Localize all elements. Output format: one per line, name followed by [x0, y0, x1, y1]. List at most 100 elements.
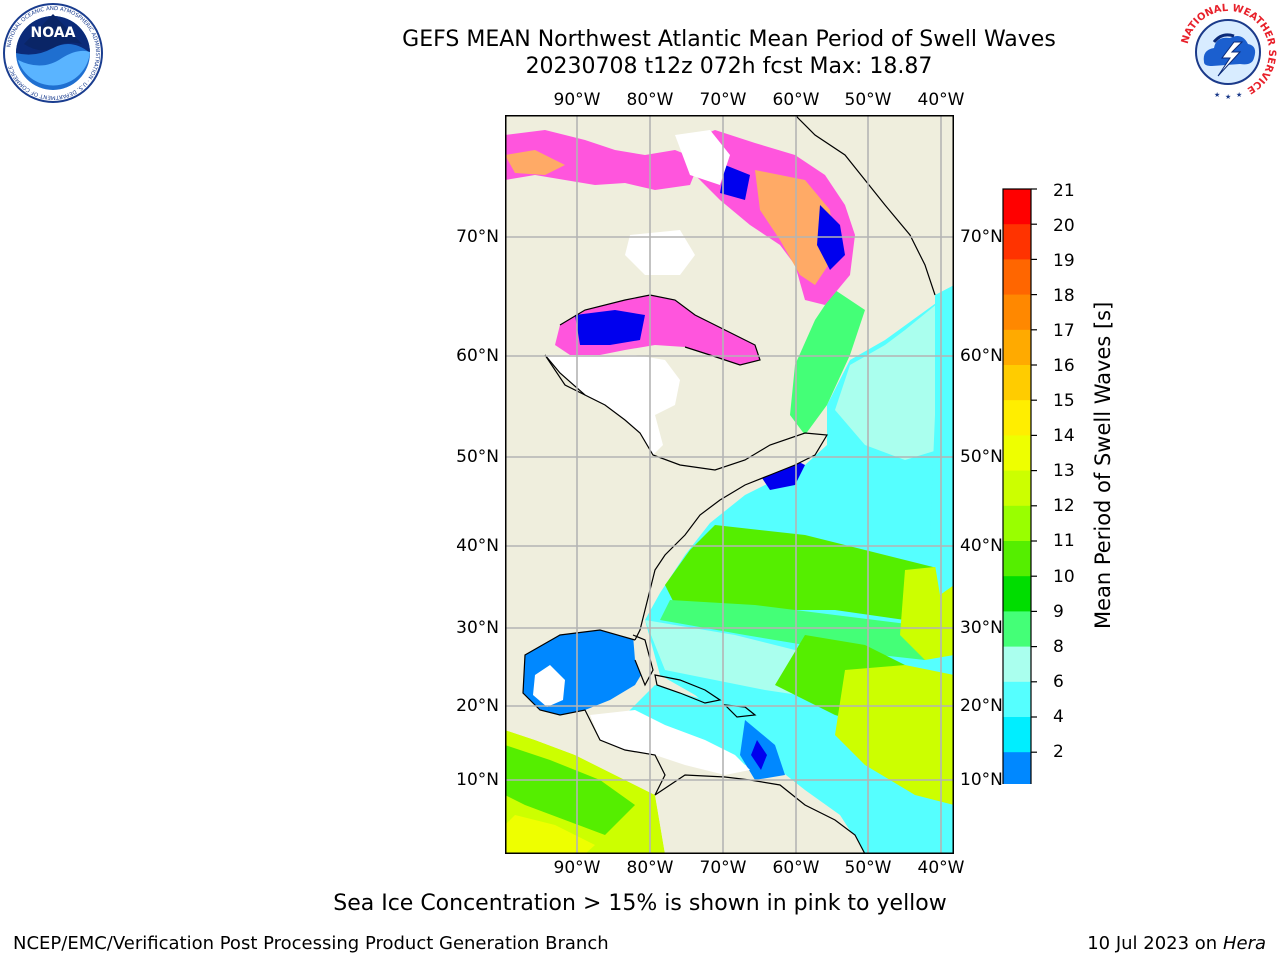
arctic-white	[675, 130, 730, 185]
colorbar-segment	[1003, 329, 1031, 366]
lat-tick-right: 10°N	[960, 770, 1003, 790]
lon-tick-bottom: 80°W	[626, 858, 674, 878]
colorbar-segment	[1003, 365, 1031, 401]
baffin-water	[720, 165, 750, 200]
ocean-yellowgreen	[835, 665, 954, 805]
colorbar-segment	[1003, 717, 1031, 753]
colorbar-segment	[1003, 576, 1031, 612]
lat-tick-right: 50°N	[960, 447, 1003, 467]
gulf-inner-white	[533, 665, 565, 707]
south-america-land	[655, 775, 865, 854]
central-america-land	[505, 675, 665, 795]
colorbar-segment	[1003, 752, 1031, 784]
lon-tick-top: 80°W	[626, 90, 674, 110]
canada-no-data	[545, 355, 680, 455]
labrador-ice-orange	[755, 170, 835, 285]
colorbar-frame	[1002, 188, 1032, 784]
colorbar-segment	[1003, 435, 1031, 472]
chart-title: GEFS MEAN Northwest Atlantic Mean Period…	[402, 27, 1056, 52]
swell-period-map	[505, 115, 954, 854]
lon-tick-bottom: 70°W	[699, 858, 747, 878]
svg-text:★: ★	[1236, 91, 1242, 99]
central-america-no-data	[590, 710, 750, 775]
colorbar-tick: 18	[1053, 286, 1075, 306]
colorbar-segment	[1003, 400, 1031, 436]
lon-tick-bottom: 60°W	[772, 858, 820, 878]
colorbar-segment	[1003, 470, 1031, 507]
colorbar-segment	[1003, 189, 1031, 225]
noaa-logo-text: NOAA	[31, 25, 76, 41]
lat-tick-right: 40°N	[960, 536, 1003, 556]
colorbar-tick: 9	[1053, 602, 1064, 622]
colorbar-segment	[1003, 646, 1031, 683]
colorbar-tick: 16	[1053, 356, 1075, 376]
lat-tick-left: 20°N	[456, 696, 499, 716]
colorbar-tick: 13	[1053, 461, 1075, 481]
coastline-hudson	[544, 294, 761, 396]
lat-tick-right: 20°N	[960, 696, 1003, 716]
south-america-green	[505, 745, 635, 835]
run-date: 10 Jul 2023 on Hera	[1087, 933, 1266, 955]
svg-text:★: ★	[1225, 93, 1231, 101]
lon-tick-bottom: 50°W	[844, 858, 892, 878]
north-america-land	[505, 355, 827, 660]
colorbar-tick: 8	[1053, 637, 1064, 657]
colorbar-tick: 6	[1053, 672, 1064, 692]
colorbar-segment	[1003, 611, 1031, 648]
colorbar-segment	[1003, 294, 1031, 331]
colorbar-tick: 2	[1053, 742, 1064, 762]
run-host: Hera	[1222, 933, 1266, 954]
svg-text:★: ★	[1214, 91, 1220, 99]
colorbar-tick: 20	[1053, 216, 1075, 236]
map-frame	[505, 115, 954, 854]
arctic-ice	[505, 130, 700, 190]
hudson-white	[625, 230, 695, 275]
lon-tick-top: 40°W	[917, 90, 965, 110]
colorbar-tick: 17	[1053, 321, 1075, 341]
greenland-land	[795, 115, 954, 295]
colorbar-label: Mean Period of Swell Waves [s]	[1091, 301, 1115, 629]
lon-tick-bottom: 90°W	[553, 858, 601, 878]
florida-land	[633, 635, 653, 685]
lon-tick-top: 60°W	[772, 90, 820, 110]
colorbar-segment	[1003, 681, 1031, 718]
lon-tick-top: 90°W	[553, 90, 601, 110]
lon-tick-top: 50°W	[844, 90, 892, 110]
lat-tick-left: 50°N	[456, 447, 499, 467]
lon-tick-bottom: 40°W	[917, 858, 965, 878]
ocean-green	[790, 290, 865, 435]
noaa-logo: NOAA NATIONAL OCEANIC AND ATMOSPHERIC AD…	[3, 3, 103, 103]
lat-tick-left: 60°N	[456, 346, 499, 366]
ocean-green	[660, 600, 945, 660]
ocean-aqua	[835, 290, 954, 460]
credit-text: NCEP/EMC/Verification Post Processing Pr…	[13, 933, 609, 954]
lon-tick-top: 70°W	[699, 90, 747, 110]
lat-tick-right: 60°N	[960, 346, 1003, 366]
colorbar-tick: 19	[1053, 251, 1075, 271]
colorbar-tick: 11	[1053, 531, 1075, 551]
nws-logo: NATIONAL WEATHER SERVICE ★ ★ ★	[1180, 3, 1277, 101]
lat-tick-left: 40°N	[456, 536, 499, 556]
lat-tick-right: 70°N	[960, 227, 1003, 247]
caribbean-blue	[625, 685, 775, 765]
arctic-ice-orange	[505, 150, 565, 175]
sea-ice-note: Sea Ice Concentration > 15% is shown in …	[333, 891, 947, 916]
colorbar-segment	[1003, 541, 1031, 577]
colorbar-tick: 14	[1053, 426, 1075, 446]
colorbar-tick: 10	[1053, 567, 1075, 587]
chart-subtitle: 20230708 t12z 072h fcst Max: 18.87	[525, 54, 933, 79]
caribbean-dark	[751, 740, 767, 770]
colorbar-tick: 21	[1053, 181, 1075, 201]
lat-tick-left: 70°N	[456, 227, 499, 247]
colorbar-segment	[1003, 259, 1031, 296]
coastline-cuba	[654, 674, 722, 704]
colorbar-tick: 4	[1053, 707, 1064, 727]
colorbar-tick: 12	[1053, 496, 1075, 516]
run-date-text: 10 Jul 2023 on	[1087, 933, 1223, 954]
colorbar-segment	[1003, 224, 1031, 260]
hudson-bay-water	[575, 310, 645, 345]
lat-tick-left: 10°N	[456, 770, 499, 790]
colorbar	[1002, 188, 1037, 784]
colorbar-segment	[1003, 505, 1031, 542]
lat-tick-right: 30°N	[960, 618, 1003, 638]
